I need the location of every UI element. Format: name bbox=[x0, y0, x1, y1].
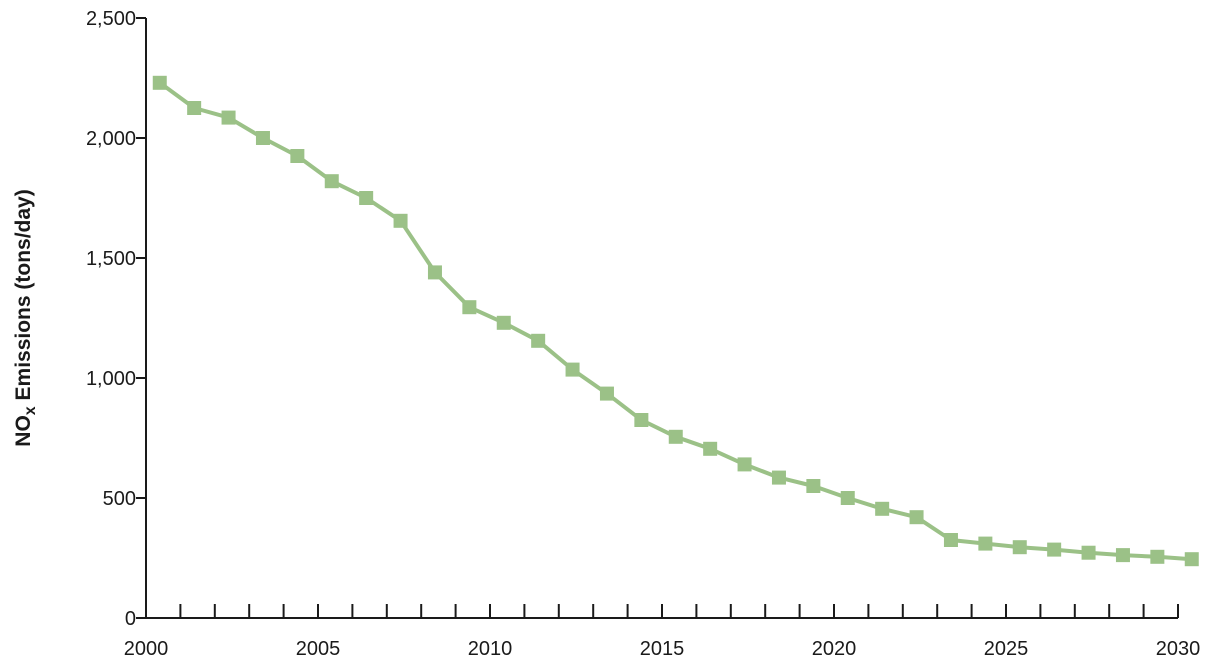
y-tick-label: 1,500 bbox=[86, 248, 136, 270]
data-point-marker bbox=[324, 174, 339, 189]
data-point-marker bbox=[875, 501, 890, 516]
data-point-marker bbox=[1115, 548, 1130, 563]
data-point-marker bbox=[771, 470, 786, 485]
y-tick-label: 500 bbox=[103, 488, 136, 510]
data-point-marker bbox=[840, 491, 855, 505]
data-point-marker bbox=[187, 101, 202, 115]
data-point-marker bbox=[909, 510, 924, 525]
x-ticks bbox=[145, 604, 1179, 618]
data-point-marker bbox=[634, 413, 649, 427]
data-point-marker bbox=[221, 110, 236, 125]
data-point-marker bbox=[359, 191, 374, 205]
data-point-marker bbox=[462, 300, 477, 315]
data-point-marker bbox=[599, 386, 614, 401]
y-axis-title-suffix: Emissions (tons/day) bbox=[12, 189, 35, 406]
y-axis-title-prefix: NO bbox=[12, 415, 35, 447]
data-point-marker bbox=[1081, 545, 1096, 560]
data-point-marker bbox=[737, 457, 752, 472]
data-point-marker bbox=[393, 213, 408, 228]
data-point-marker bbox=[943, 533, 958, 547]
x-tick-label: 2020 bbox=[812, 638, 857, 660]
y-tick-label: 0 bbox=[125, 608, 136, 630]
x-tick-label: 2015 bbox=[640, 638, 685, 660]
data-point-marker bbox=[1184, 552, 1199, 567]
y-tick-labels: 0 500 1,000 1,500 2,000 2,500 bbox=[86, 8, 136, 630]
data-point-marker bbox=[152, 75, 167, 90]
data-point-marker bbox=[255, 131, 270, 145]
data-point-marker bbox=[806, 479, 821, 493]
data-point-marker bbox=[531, 333, 546, 348]
data-point-marker bbox=[496, 315, 511, 330]
x-tick-labels: 2000 2005 2010 2015 2020 2025 2030 bbox=[124, 638, 1201, 660]
data-point-marker bbox=[1047, 542, 1062, 557]
y-tick-label: 2,000 bbox=[86, 128, 136, 150]
data-point-marker bbox=[290, 149, 305, 163]
y-axis-title-subscript: x bbox=[22, 406, 39, 415]
x-tick-label: 2005 bbox=[296, 638, 341, 660]
x-tick-label: 2010 bbox=[468, 638, 513, 660]
y-ticks bbox=[136, 17, 146, 619]
y-tick-label: 1,000 bbox=[86, 368, 136, 390]
data-point-marker bbox=[427, 265, 442, 280]
x-tick-label: 2030 bbox=[1156, 638, 1201, 660]
data-point-marker bbox=[565, 362, 580, 377]
y-axis-title: NOx Emissions (tons/day) bbox=[12, 189, 39, 446]
series-line bbox=[157, 80, 1194, 562]
axes bbox=[145, 18, 1178, 619]
data-point-marker bbox=[1150, 549, 1165, 564]
data-point-marker bbox=[668, 429, 683, 444]
series-group bbox=[152, 75, 1199, 567]
data-point-marker bbox=[1012, 540, 1027, 555]
x-tick-label: 2025 bbox=[984, 638, 1029, 660]
y-tick-label: 2,500 bbox=[86, 8, 136, 30]
data-point-marker bbox=[978, 536, 993, 551]
x-tick-label: 2000 bbox=[124, 638, 169, 660]
data-point-marker bbox=[703, 441, 718, 456]
